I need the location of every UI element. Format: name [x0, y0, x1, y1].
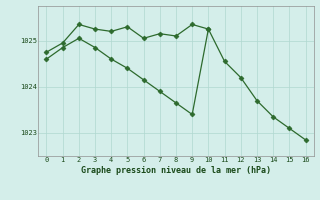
X-axis label: Graphe pression niveau de la mer (hPa): Graphe pression niveau de la mer (hPa) — [81, 166, 271, 175]
